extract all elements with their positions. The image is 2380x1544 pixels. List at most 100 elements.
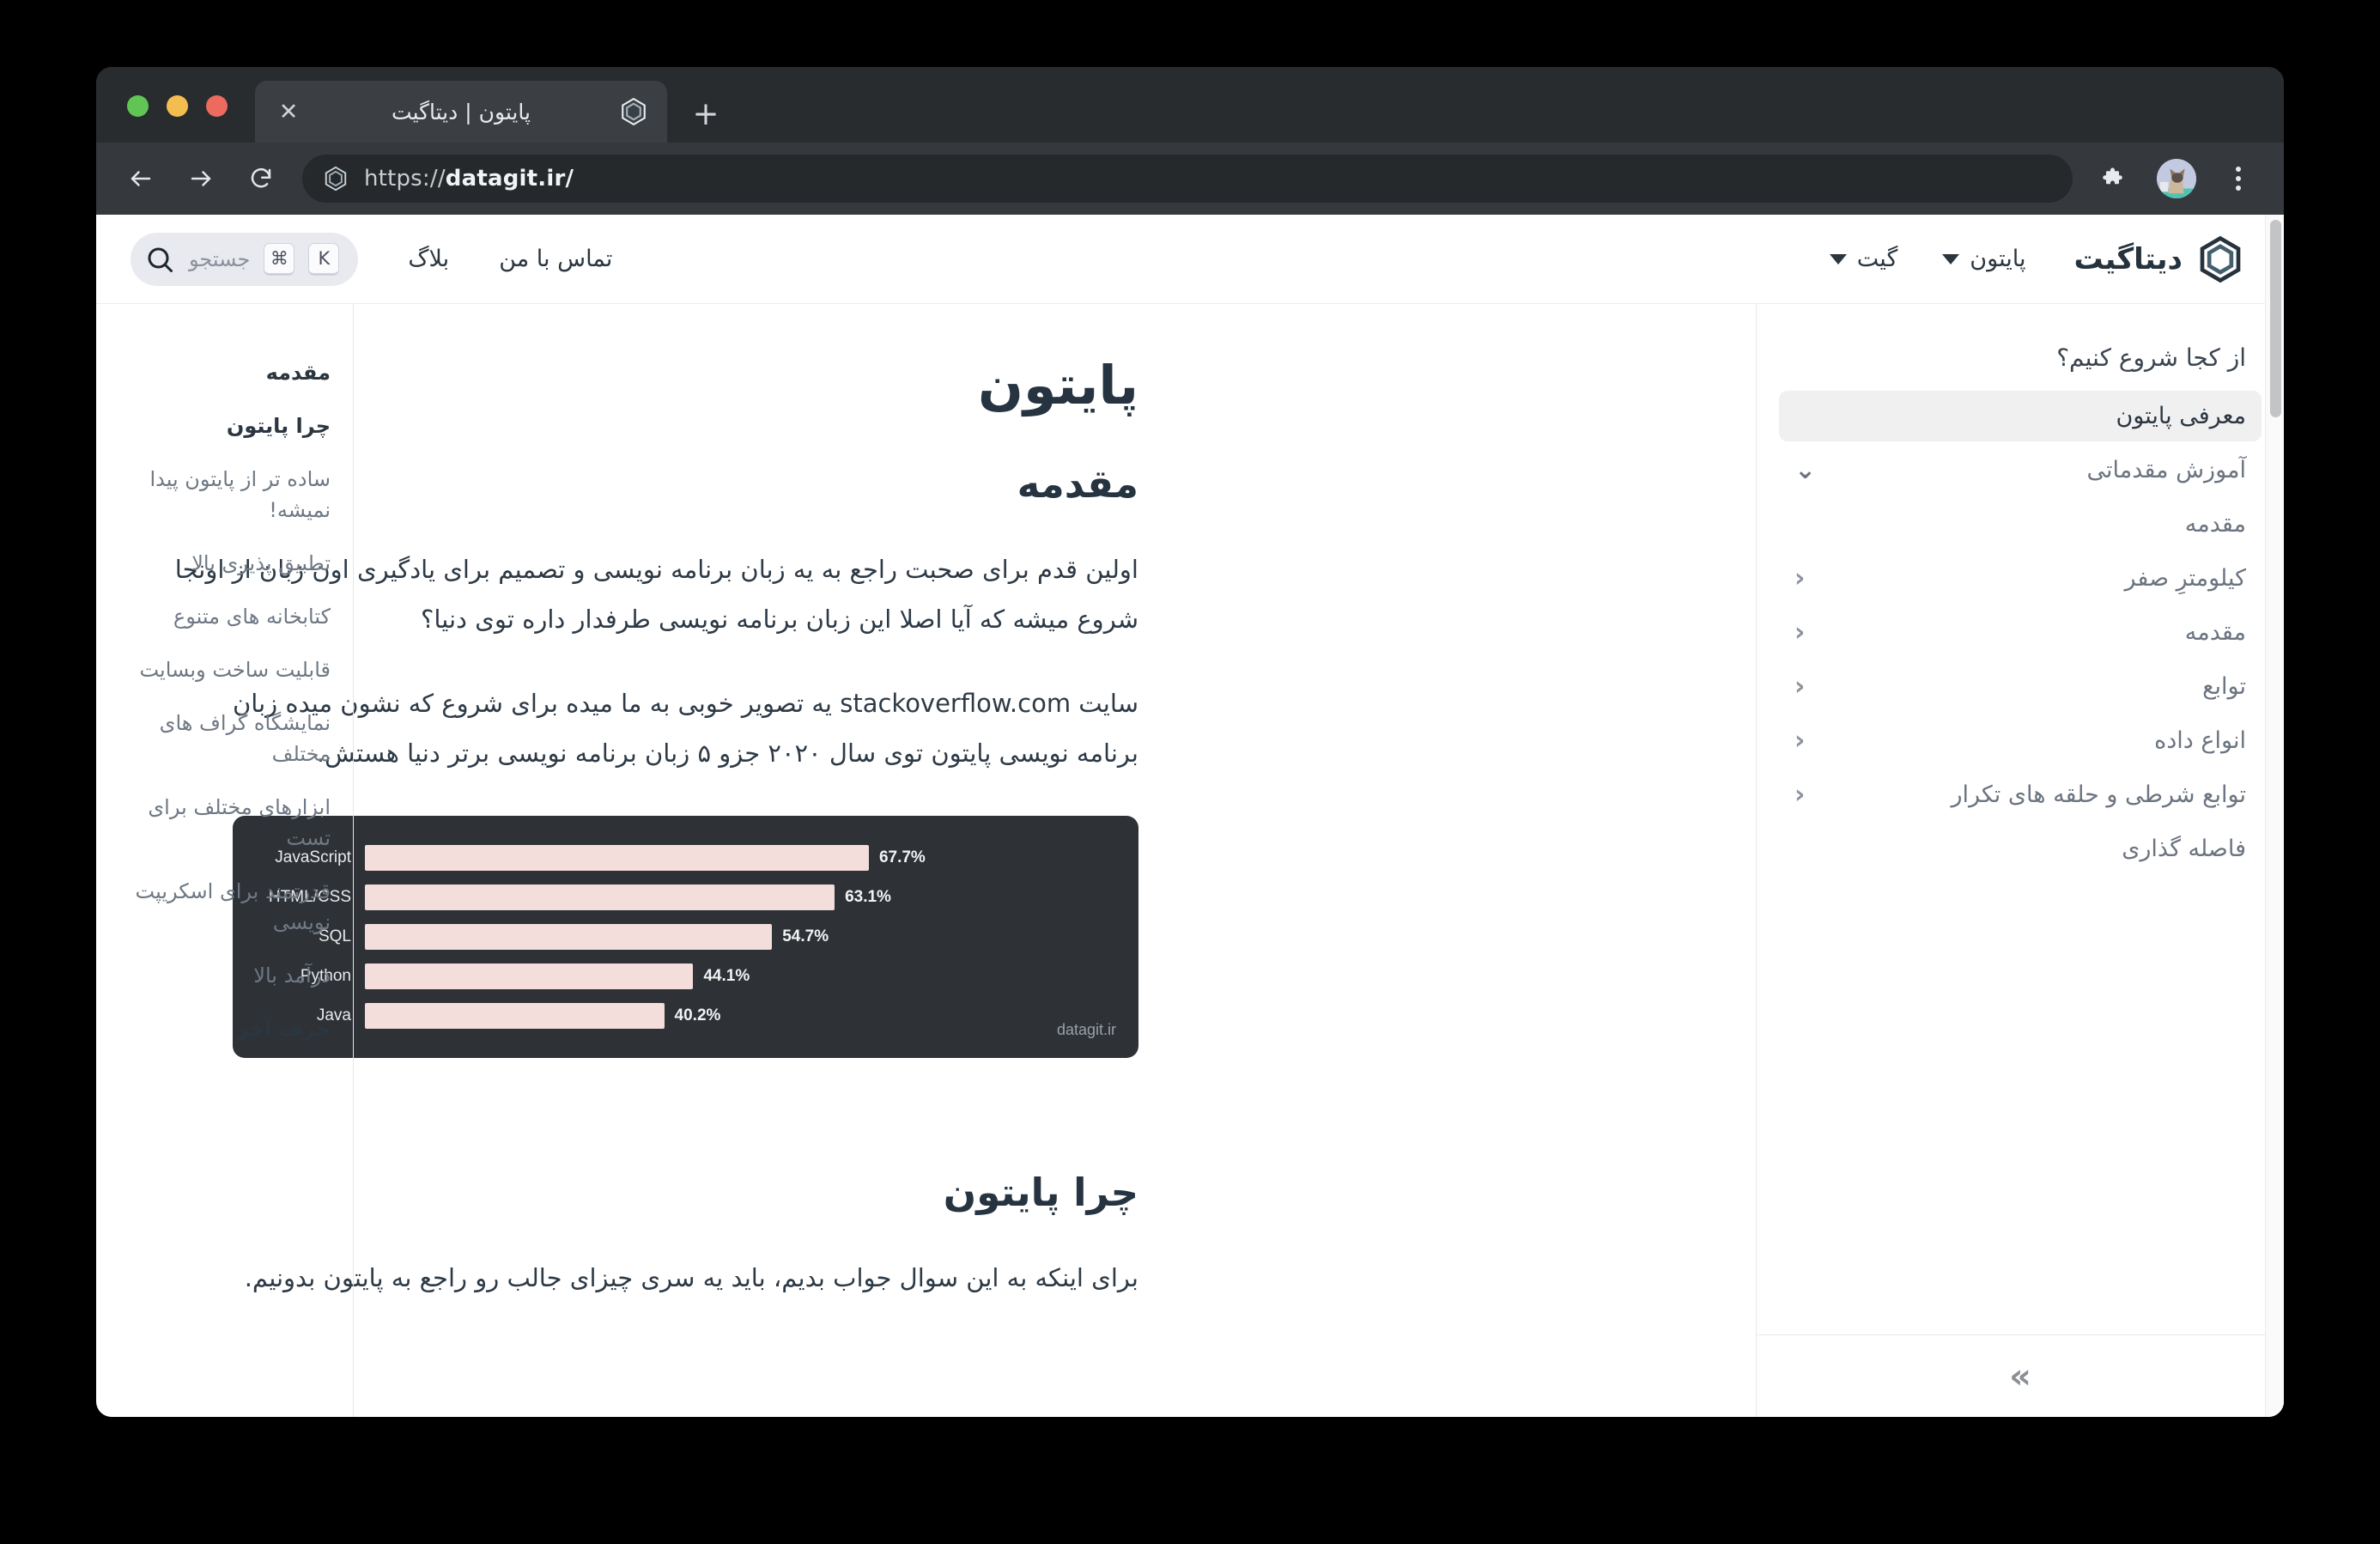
nav-item-git-label: گیت: [1856, 246, 1898, 272]
reload-icon: [251, 167, 271, 188]
new-tab-button[interactable]: +: [692, 95, 719, 132]
toc-item-scripting[interactable]: قدرتمند برای اسکریپت نویسی: [135, 879, 331, 934]
chart-value-label: 44.1%: [703, 967, 750, 985]
docs-sidebar-footer: »: [1757, 1334, 2284, 1417]
toc-item-testing-tools[interactable]: ابزارهای مختلف برای تست: [148, 795, 331, 850]
toc-item-graphs[interactable]: نمایشگاه گراف های مختلف: [159, 711, 331, 766]
forward-button[interactable]: [182, 160, 220, 198]
maximize-window-button[interactable]: [127, 95, 149, 117]
extensions-button[interactable]: [2095, 159, 2134, 198]
chevron-left-icon: ‹: [1794, 671, 1806, 702]
profile-avatar[interactable]: [2157, 159, 2196, 198]
page-viewport: دیتاگیت پایتون گیت تماس با من بلاگ K ⌘: [96, 215, 2284, 1417]
toc-item-why-python[interactable]: چرا پایتون: [226, 414, 331, 438]
chevron-down-icon: ⌄: [1794, 454, 1817, 485]
sidebar-item-label: کیلومترِ صفر: [2124, 565, 2246, 592]
nav-item-git[interactable]: گیت: [1829, 246, 1898, 272]
sidebar-item-data-types[interactable]: انواع داده ‹: [1779, 715, 2262, 766]
chart-row: Python 44.1%: [255, 957, 1109, 996]
nav-link-contact[interactable]: تماس با من: [499, 246, 613, 272]
chart-category-label: JavaScript: [275, 848, 351, 866]
toc-item-website-building[interactable]: قابلیت ساخت وبسایت: [139, 658, 331, 682]
chart-bar: [365, 845, 869, 871]
chart-row: JavaScript 67.7%: [255, 838, 1109, 878]
reload-button[interactable]: [242, 160, 280, 198]
browser-window: پایتون | دیتاگیت ✕ + https://data: [96, 67, 2284, 1417]
docs-sidebar: از کجا شروع کنیم؟ معرفی پایتون آموزش مقد…: [1756, 304, 2284, 1417]
site-header: دیتاگیت پایتون گیت تماس با من بلاگ K ⌘: [96, 215, 2284, 304]
chart-track: 40.2%: [365, 1003, 1109, 1029]
sidebar-item-intro-2[interactable]: مقدمه ‹: [1779, 607, 2262, 658]
datagit-brand-logo-icon: [2200, 235, 2241, 283]
chart-row: Java 40.2%: [255, 996, 1109, 1036]
back-button[interactable]: [122, 160, 160, 198]
sidebar-item-python-intro[interactable]: معرفی پایتون: [1779, 391, 2262, 441]
chart-track: 44.1%: [365, 963, 1109, 989]
chart-value-label: 67.7%: [878, 848, 926, 866]
heading-why-python: چرا پایتون: [943, 1170, 1138, 1215]
paragraph-2: سایت stackoverflow.com یه تصویر خوبی به …: [232, 689, 1138, 768]
docs-sidebar-list: از کجا شروع کنیم؟ معرفی پایتون آموزش مقد…: [1757, 304, 2284, 1334]
back-arrow-icon: [131, 171, 151, 186]
minimize-window-button[interactable]: [167, 95, 188, 117]
paragraph-3: برای اینکه به این سوال جواب بدیم، باید ی…: [244, 1263, 1138, 1292]
collapse-sidebar-button[interactable]: »: [2009, 1356, 2031, 1396]
main-content: پایتون مقدمه اولین قدم برای صحبت راجع به…: [96, 304, 1756, 1417]
scrollbar-thumb[interactable]: [2270, 220, 2281, 417]
cat-avatar-icon: [2157, 159, 2196, 198]
browser-menu-button[interactable]: [2219, 159, 2258, 198]
chart-category-label: Python: [300, 967, 351, 985]
docs-section-title: از کجا شروع کنیم؟: [2056, 343, 2246, 372]
kebab-menu-icon: [2236, 167, 2241, 191]
site-favicon-icon: [325, 166, 347, 191]
page-scrollbar[interactable]: [2265, 215, 2284, 1417]
close-window-button[interactable]: [206, 95, 228, 117]
chart-track: 67.7%: [365, 845, 1109, 871]
toc-item-libraries[interactable]: کتابخانه های متنوع: [173, 605, 331, 629]
sidebar-item-functions[interactable]: توابع ‹: [1779, 661, 2262, 712]
chart-bar: [365, 1003, 665, 1029]
toc-item-income[interactable]: درآمد بالا: [253, 963, 331, 988]
nav-link-blog[interactable]: بلاگ: [408, 246, 450, 272]
datagit-logo-icon: [622, 97, 646, 126]
chart-bar: [365, 884, 835, 910]
chart-value-label: 54.7%: [782, 927, 829, 945]
toc-item-intro[interactable]: مقدمه: [265, 361, 331, 385]
tab-title: پایتون | دیتاگیت: [392, 99, 531, 125]
sidebar-item-label: مقدمه: [2184, 619, 2246, 646]
chevron-left-icon: ‹: [1794, 562, 1806, 593]
nav-item-python-label: پایتون: [1970, 246, 2026, 272]
sidebar-item-intro[interactable]: مقدمه: [1779, 499, 2262, 550]
address-bar[interactable]: https://datagit.ir/: [302, 155, 2073, 203]
sidebar-item-label: توابع شرطی و حلقه های تکرار: [1951, 781, 2246, 808]
sidebar-item-kilometer-zero[interactable]: کیلومترِ صفر ‹: [1779, 553, 2262, 604]
sidebar-item-label: آموزش مقدماتی: [2086, 457, 2247, 483]
nav-item-python[interactable]: پایتون: [1942, 246, 2025, 272]
page-body: از کجا شروع کنیم؟ معرفی پایتون آموزش مقد…: [96, 215, 2284, 1417]
sidebar-item-basic-training[interactable]: آموزش مقدماتی ⌄: [1779, 445, 2262, 495]
search-icon: [148, 247, 173, 272]
close-tab-button[interactable]: ✕: [278, 98, 299, 125]
chart-track: 54.7%: [365, 924, 1109, 950]
window-controls: [127, 95, 228, 117]
chart-row: SQL 54.7%: [255, 917, 1109, 957]
chevron-down-icon: [1942, 253, 1960, 264]
paragraph-1: اولین قدم برای صحبت راجع به یه زبان برنا…: [174, 555, 1138, 634]
browser-tab[interactable]: پایتون | دیتاگیت ✕: [255, 81, 667, 143]
chart-bar: [365, 963, 694, 989]
search-button[interactable]: K ⌘ جستجو: [131, 232, 359, 286]
article: پایتون مقدمه اولین قدم برای صحبت راجع به…: [96, 304, 1756, 1303]
url-text: https://datagit.ir/: [364, 166, 574, 191]
toc-item-final-word[interactable]: حرف آخر: [237, 1017, 331, 1041]
chevron-left-icon: ‹: [1794, 617, 1806, 647]
toc-item-adaptability[interactable]: تطبیق پذیری بالا: [191, 551, 331, 575]
sidebar-item-spacing[interactable]: فاصله گذاری: [1779, 824, 2262, 874]
forward-arrow-icon: [191, 171, 211, 186]
article-inner: پایتون مقدمه اولین قدم برای صحبت راجع به…: [168, 354, 1138, 1303]
table-of-contents: مقدمه چرا پایتون ساده تر از پایتون پیدا …: [96, 304, 354, 1417]
sidebar-item-conditionals-loops[interactable]: توابع شرطی و حلقه های تکرار ‹: [1779, 769, 2262, 820]
brand-name: دیتاگیت: [2073, 241, 2183, 277]
toc-item-simplicity[interactable]: ساده تر از پایتون پیدا نمیشه!: [149, 467, 331, 522]
sidebar-item-label: معرفی پایتون: [2116, 403, 2246, 429]
site-brand[interactable]: دیتاگیت: [2073, 235, 2244, 283]
